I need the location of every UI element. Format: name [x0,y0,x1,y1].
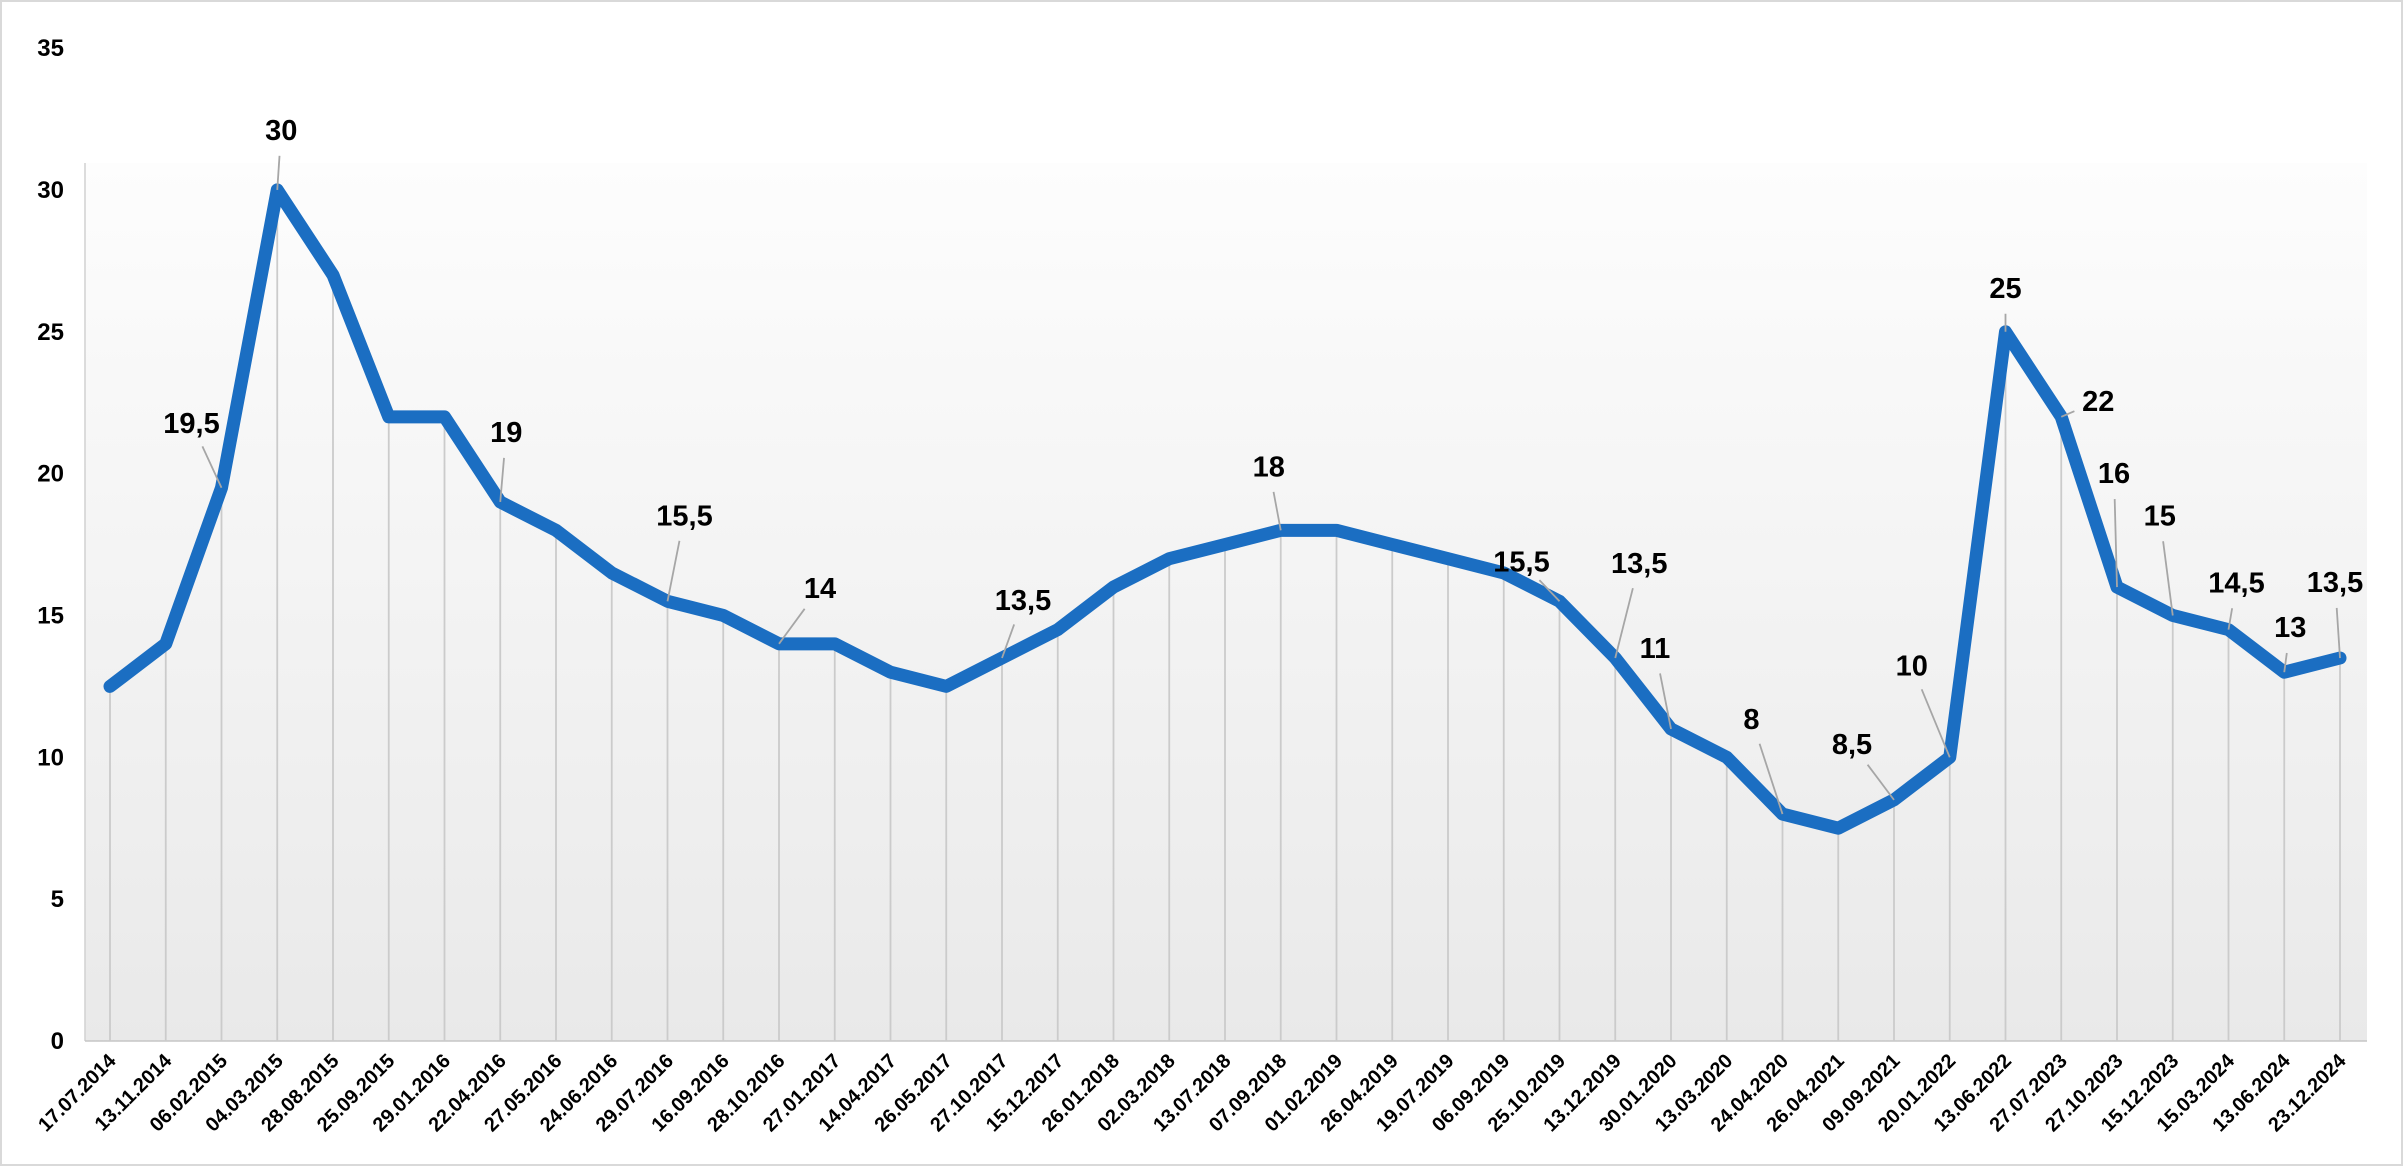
data-label: 15,5 [656,500,712,532]
leader-line [778,608,806,645]
leader-line [2227,608,2234,630]
leader-line [1614,587,1634,659]
y-tick-label: 10 [37,744,64,771]
data-label: 18 [1253,451,1285,483]
y-tick-label: 20 [37,461,64,488]
leader-line [1001,624,1015,659]
leader-line [1538,579,1561,602]
data-label: 10 [1896,650,1928,682]
leader-line [2060,410,2075,418]
data-label: 22 [2082,386,2114,418]
leader-line [2283,652,2288,673]
leader-line [1272,491,1282,531]
leader-line [2335,607,2341,659]
data-label: 30 [265,115,297,147]
data-label: 14 [804,573,836,605]
leader-line [1659,673,1672,730]
data-label: 13,5 [995,585,1051,617]
leader-line [276,155,281,190]
data-labels-group: 19,5 30 19 15,5 14 13,5 18 15,5 13,5 11 8 8,5 10 25 22… [163,115,2363,815]
data-label: 11 [1640,633,1671,665]
x-axis-labels-group: 17.07.201413.11.201406.02.201504.03.2015… [34,1049,2351,1136]
leader-line [1920,688,1951,758]
drop-lines-group [109,189,2341,1041]
data-label: 13,5 [1611,548,1667,580]
data-label: 13,5 [2307,567,2363,599]
y-axis-labels-group: 0 5 10 15 20 25 30 35 [37,35,64,1055]
leader-line [1866,764,1895,801]
y-tick-label: 0 [51,1028,64,1055]
data-label: 8,5 [1832,729,1872,761]
data-label: 16 [2098,458,2130,490]
data-label: 15,5 [1493,546,1549,578]
data-label: 25 [1989,273,2021,305]
data-label: 19,5 [163,408,219,440]
leader-line [666,540,681,602]
leader-line [201,446,223,489]
y-tick-label: 30 [37,177,64,204]
leader-line [1758,743,1784,815]
data-label: 19 [490,417,522,449]
y-tick-label: 5 [51,886,64,913]
data-label: 15 [2144,500,2176,532]
y-tick-label: 25 [37,319,64,346]
data-label: 13 [2274,612,2306,644]
leader-line [2162,541,2174,616]
data-label: 8 [1743,704,1759,736]
series-line [103,183,2347,835]
leader-line [2113,499,2118,588]
y-tick-label: 35 [37,35,64,62]
leader-line [499,457,505,503]
plot-area [85,163,2367,1041]
data-label: 14,5 [2208,568,2264,600]
y-tick-label: 15 [37,602,64,629]
